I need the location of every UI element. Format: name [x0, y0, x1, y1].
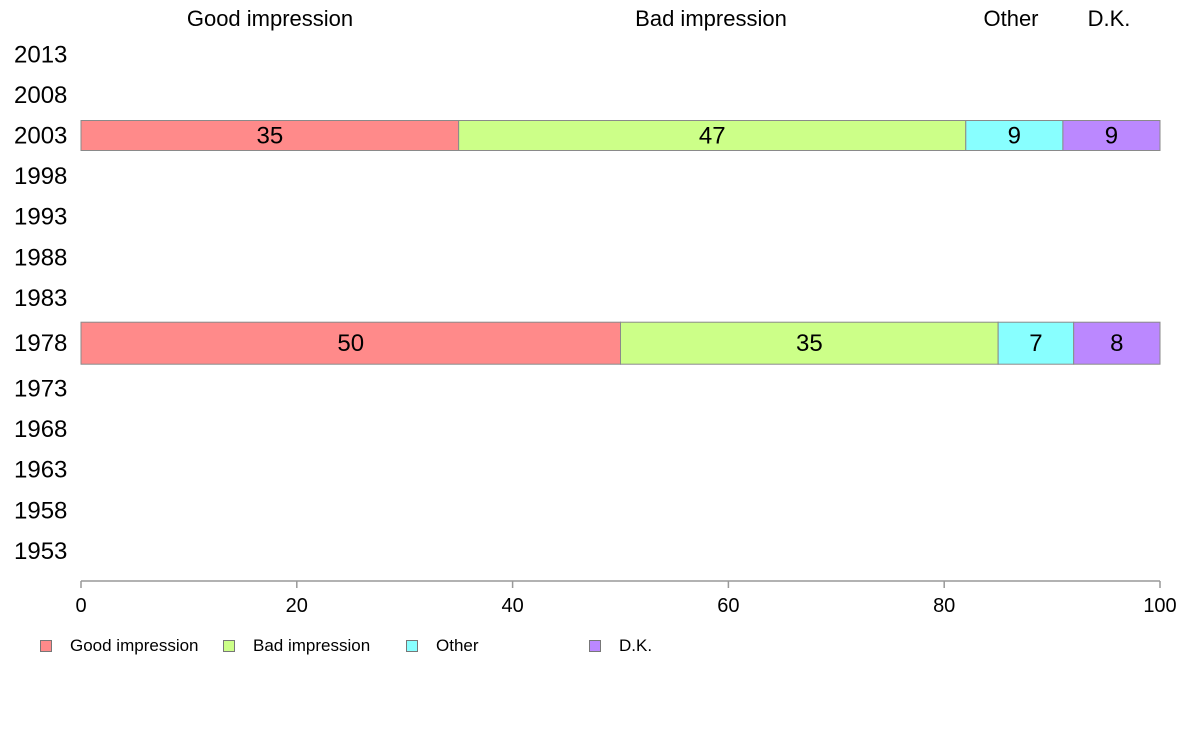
year-label-1983: 1983 [14, 285, 67, 312]
year-label-1958: 1958 [14, 497, 67, 524]
x-axis: 0 20 40 60 80 100 [75, 580, 1177, 617]
x-tick-label-20: 20 [286, 595, 308, 617]
legend-item-bad-impression: Bad impression [223, 636, 370, 656]
bar-label-2003-d-k: 9 [1105, 123, 1118, 150]
bar-label-1978-bad-impression: 35 [796, 330, 823, 357]
year-label-1998: 1998 [14, 163, 67, 190]
bar-2003-other [965, 120, 1064, 151]
legend-swatch-other [406, 640, 418, 652]
bar-1978-good-impression [80, 321, 621, 365]
top-labels: Good impression Bad impression Other D.K. [187, 6, 1131, 31]
x-tick-label-60: 60 [717, 595, 739, 617]
top-label-d-k: D.K. [1088, 6, 1131, 31]
legend-label-good-impression: Good impression [70, 636, 199, 655]
bar-1978-other [997, 321, 1075, 365]
year-label-2013: 2013 [14, 41, 67, 68]
year-label-2008: 2008 [14, 82, 67, 109]
legend-label-bad-impression: Bad impression [253, 636, 371, 655]
x-tick-label-40: 40 [501, 595, 523, 617]
bar-1978-bad-impression [620, 321, 999, 365]
bar-2003-d-k [1062, 120, 1161, 151]
legend-item-other: Other [406, 636, 479, 656]
bar-label-2003-bad-impression: 47 [699, 123, 726, 150]
legend-swatch-bad-impression [223, 640, 235, 652]
bar-label-1978-other: 7 [1029, 330, 1042, 357]
legend-item-dk: D.K. [589, 636, 652, 656]
stacked-bar-chart: Good impression Bad impression Other D.K. 2… [14, 6, 1177, 617]
x-tick-label-100: 100 [1143, 595, 1176, 617]
bar-label-1978-good-impression: 50 [337, 330, 364, 357]
top-label-other: Other [983, 6, 1038, 31]
bar-2003-bad-impression [458, 120, 967, 151]
legend-swatch-good-impression [40, 640, 52, 652]
year-label-1973: 1973 [14, 376, 67, 403]
x-tick-label-80: 80 [933, 595, 955, 617]
year-label-1988: 1988 [14, 244, 67, 271]
year-label-1993: 1993 [14, 204, 67, 231]
x-tick-label-0: 0 [75, 595, 86, 617]
bar-label-1978-d-k: 8 [1110, 330, 1123, 357]
year-label-1968: 1968 [14, 416, 67, 443]
bar-2003-good-impression [80, 120, 460, 151]
year-label-1978: 1978 [14, 330, 67, 357]
year-label-1953: 1953 [14, 538, 67, 565]
legend-label-dk: D.K. [619, 636, 653, 655]
bar-label-2003-other: 9 [1008, 123, 1021, 150]
bar-label-2003-good-impression: 35 [256, 123, 283, 150]
top-label-good-impression: Good impression [187, 6, 353, 31]
bars: 35 47 9 9 50 35 7 8 [80, 120, 1161, 365]
year-labels: 2013 2008 2003 1998 1993 1988 1983 1978 1973 1968… [14, 41, 67, 565]
year-label-1963: 1963 [14, 457, 67, 484]
bar-1978-d-k [1073, 321, 1161, 365]
legend-swatch-dk [589, 640, 601, 652]
legend-item-good-impression: Good impression [40, 636, 199, 656]
legend: Good impression Bad impression Other D.K… [40, 636, 800, 656]
top-label-bad-impression: Bad impression [635, 6, 787, 31]
legend-label-other: Other [436, 636, 479, 655]
year-label-2003: 2003 [14, 123, 67, 150]
